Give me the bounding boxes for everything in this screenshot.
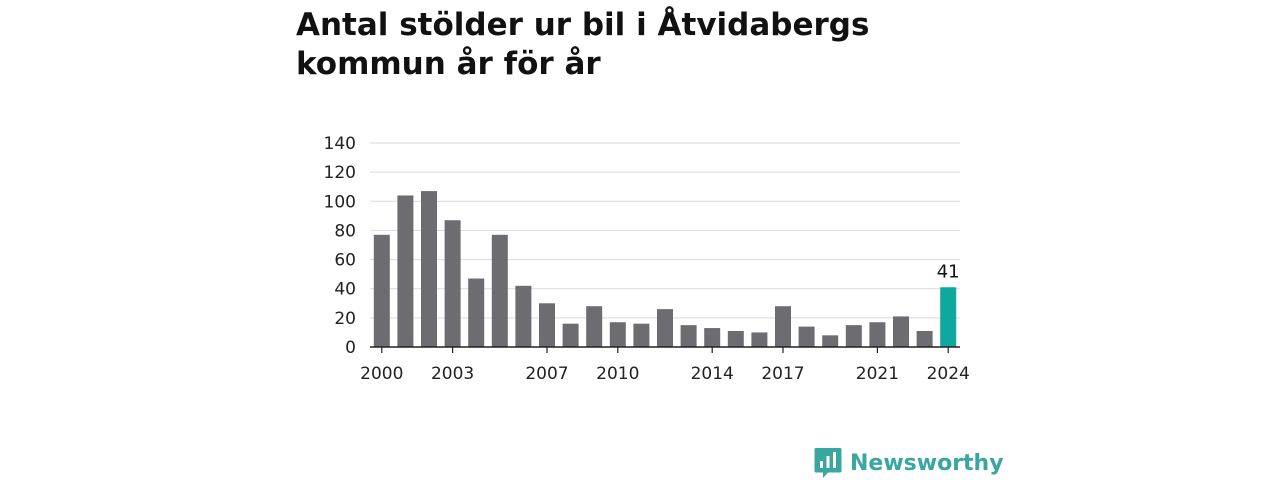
bars (373, 191, 957, 347)
bar-2008 (562, 323, 579, 347)
brand-name: Newsworthy (850, 450, 1004, 476)
bar-2017 (775, 306, 791, 347)
bar-2003 (444, 220, 461, 347)
bar-2013 (680, 325, 697, 347)
data-labels: 41 (937, 261, 960, 282)
chart-title: Antal stölder ur bil i Åtvidabergs kommu… (296, 7, 870, 82)
y-tick-label: 120 (324, 163, 356, 183)
brand-logo: Newsworthy (814, 446, 1004, 480)
bar-2023 (916, 330, 933, 347)
bar-2006 (515, 285, 532, 347)
data-label-2024: 41 (937, 261, 960, 282)
bar-2022 (893, 316, 909, 347)
x-tick-label: 2007 (525, 364, 568, 384)
x-tick-label: 2017 (761, 364, 804, 384)
bar-2021 (869, 322, 886, 347)
x-tick-label: 2010 (596, 364, 639, 384)
bar-2000 (373, 234, 390, 347)
bar-2024 (940, 287, 957, 347)
y-tick-label: 100 (324, 192, 356, 212)
bar-2004 (468, 278, 485, 347)
bar-2002 (421, 191, 437, 347)
x-tick-label: 2021 (856, 364, 899, 384)
bar-2020 (845, 325, 862, 347)
bar-2011 (633, 323, 650, 347)
x-tick-label: 2000 (360, 364, 403, 384)
y-tick-label: 0 (345, 338, 356, 358)
bar-2001 (397, 195, 414, 347)
bar-2015 (727, 330, 744, 347)
bar-2009 (586, 306, 603, 347)
x-tick-label: 2014 (691, 364, 734, 384)
x-tick-label: 2024 (927, 364, 970, 384)
bar-2014 (704, 328, 721, 347)
x-axis-ticks: 2000 2003 2007 2010 2014 2017 2021 2024 (360, 347, 970, 384)
bar-2019 (822, 335, 839, 347)
bar-2018 (798, 326, 815, 347)
y-tick-label: 80 (334, 221, 356, 241)
y-tick-label: 20 (334, 309, 356, 329)
x-tick-label: 2003 (431, 364, 474, 384)
newsworthy-logo-icon (814, 448, 842, 478)
y-tick-label: 140 (324, 134, 356, 154)
y-axis-ticks: 0 20 40 60 80 100 120 140 (324, 134, 356, 358)
bar-2016 (751, 332, 768, 347)
bar-2010 (609, 322, 626, 347)
y-tick-label: 40 (334, 280, 356, 300)
bar-2012 (657, 309, 673, 347)
bar-2007 (539, 303, 555, 347)
bar-2005 (491, 234, 508, 347)
y-tick-label: 60 (334, 251, 356, 271)
